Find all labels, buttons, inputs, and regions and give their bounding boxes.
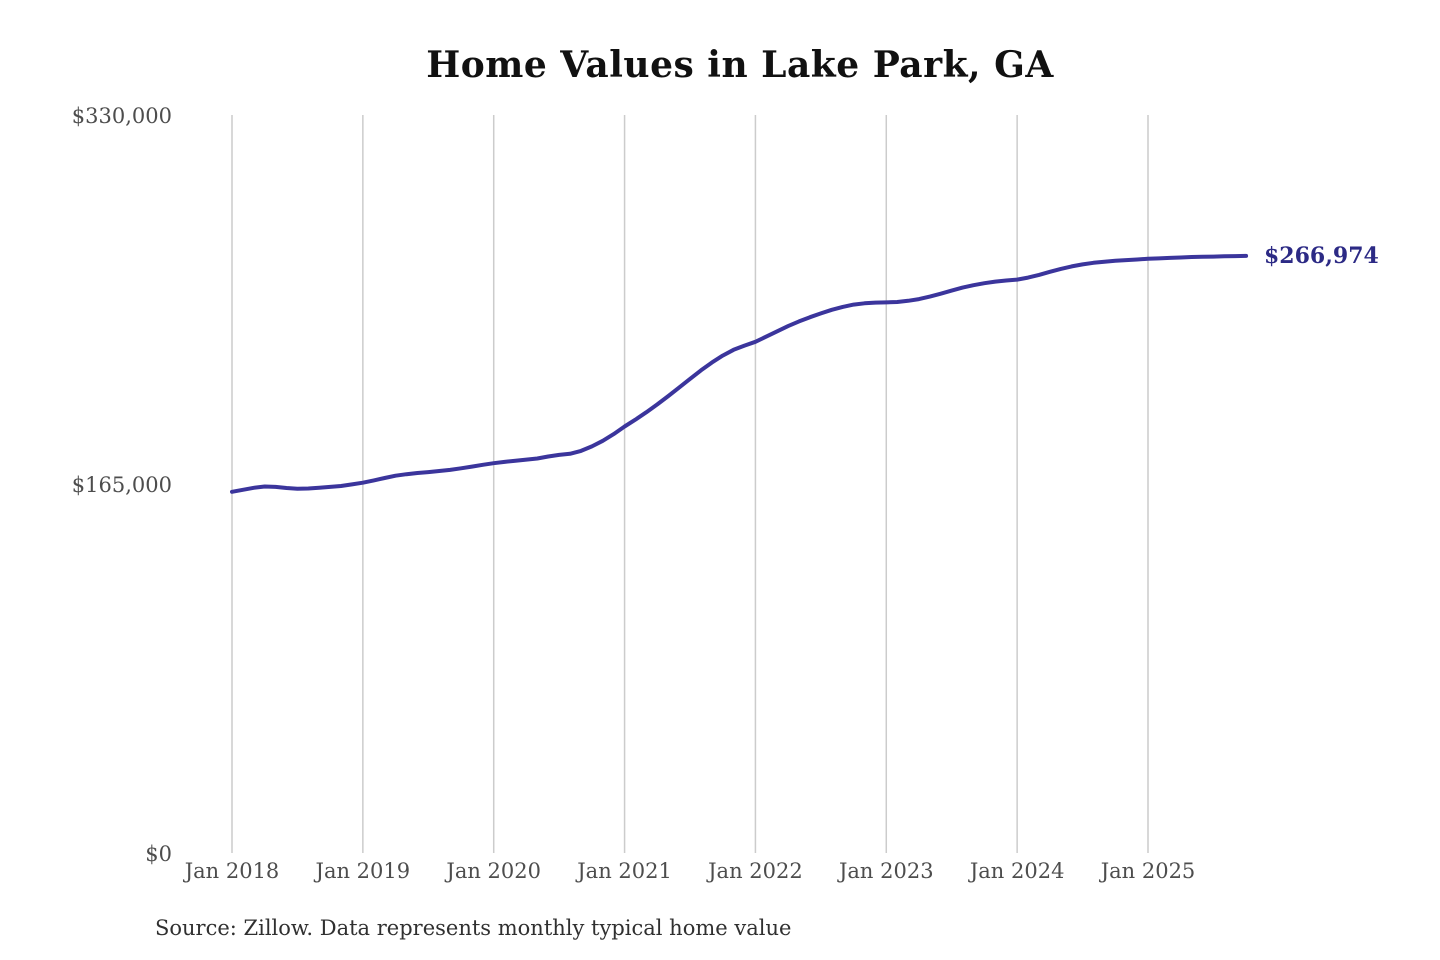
x-tick-label: Jan 2025 [1100,859,1196,883]
x-tick-label: Jan 2021 [577,859,672,883]
chart-title: Home Values in Lake Park, GA [426,44,1054,86]
x-tick-label: Jan 2020 [446,859,541,883]
source-note: Source: Zillow. Data represents monthly … [155,916,792,940]
x-tick-label: Jan 2022 [708,859,803,883]
vertical-gridlines [231,115,1149,853]
y-tick-label: $330,000 [71,104,172,128]
x-tick-label: Jan 2023 [838,859,934,883]
y-tick-label: $165,000 [71,473,172,497]
x-tick-label: Jan 2024 [969,859,1065,883]
x-tick-label: Jan 2019 [315,859,411,883]
latest-value-label: $266,974 [1264,242,1379,269]
x-tick-label: Jan 2018 [184,859,280,883]
y-tick-label: $0 [145,842,172,866]
home-value-line [230,253,1249,494]
